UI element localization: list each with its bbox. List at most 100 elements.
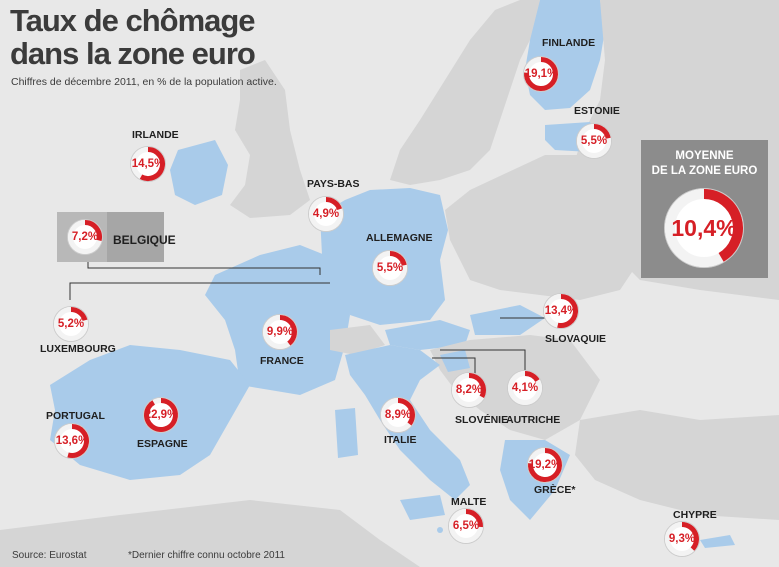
country-label-autriche: AUTRICHE <box>506 414 561 426</box>
dial-graphic <box>372 250 408 286</box>
dial-graphic <box>664 188 744 268</box>
dial-graphic <box>576 123 612 159</box>
dial-graphic <box>308 196 344 232</box>
turkey-land <box>575 410 779 520</box>
switzerland-shape <box>330 325 385 355</box>
central-east-land <box>445 155 640 300</box>
dial-value-arc <box>465 509 483 528</box>
dial-value-arc <box>70 307 88 322</box>
scandinavia-land <box>390 0 540 185</box>
average-title: MOYENNE DE LA ZONE EURO <box>641 149 768 179</box>
uk-shape <box>230 60 310 218</box>
unemployment-value: 5,5% <box>580 135 608 147</box>
unemployment-dial-autriche: 4,1% <box>507 370 543 406</box>
country-label-belgique: BELGIQUE <box>113 233 176 247</box>
dial-value-arc <box>524 57 558 91</box>
unemployment-value: 19,2% <box>528 459 562 471</box>
austria-shape <box>385 320 470 350</box>
country-label-portugal: PORTUGAL <box>46 410 105 422</box>
dial-graphic <box>67 219 103 255</box>
unemployment-dial-slovenie: 8,2% <box>451 372 487 408</box>
unemployment-value: 7,2% <box>71 231 99 243</box>
country-label-estonie: ESTONIE <box>574 105 620 117</box>
country-label-pays-bas: PAYS-BAS <box>307 178 360 190</box>
average-title-line-1: MOYENNE <box>675 150 734 162</box>
unemployment-value: 8,2% <box>455 384 483 396</box>
country-label-malte: MALTE <box>451 496 487 508</box>
source-note: Source: Eurostat <box>12 550 87 561</box>
unemployment-value: 13,6% <box>55 435 89 447</box>
dial-value-arc <box>557 294 578 328</box>
average-dial: 10,4% <box>664 188 744 268</box>
malta-shape <box>437 527 443 533</box>
average-value: 10,4% <box>671 215 737 241</box>
unemployment-value: 13,4% <box>544 305 578 317</box>
sardinia-shape <box>335 408 358 458</box>
north-africa-land <box>0 500 420 567</box>
ireland-shape <box>170 140 228 205</box>
unemployment-dial-slovaquie: 13,4% <box>543 293 579 329</box>
country-label-allemagne: ALLEMAGNE <box>366 232 433 244</box>
unemployment-dial-irlande: 14,5% <box>130 146 166 182</box>
dial-value-arc <box>67 424 89 458</box>
unemployment-value: 5,5% <box>376 262 404 274</box>
country-label-slovaquie: SLOVAQUIE <box>545 333 607 345</box>
cyprus-shape <box>700 535 735 548</box>
dial-graphic <box>507 370 543 406</box>
unemployment-dial-estonie: 5,5% <box>576 123 612 159</box>
unemployment-value: 19,1% <box>524 68 558 80</box>
dial-graphic <box>543 293 579 329</box>
footnote: *Dernier chiffre connu octobre 2011 <box>128 550 285 561</box>
title-line-1: Taux de chômage <box>10 3 256 38</box>
dial-graphic <box>523 56 559 92</box>
slovenia-shape <box>440 350 470 372</box>
dial-graphic <box>53 306 89 342</box>
dial-value-arc <box>681 522 699 551</box>
dial-value-arc <box>524 371 540 383</box>
unemployment-value: 4,1% <box>511 382 539 394</box>
dial-value-arc <box>144 398 178 432</box>
subtitle: Chiffres de décembre 2011, en % de la po… <box>11 76 277 88</box>
dial-value-arc <box>703 189 743 262</box>
unemployment-value: 9,3% <box>668 533 696 545</box>
dial-value-arc <box>325 197 343 211</box>
title-line-2: dans la zone euro <box>10 36 256 71</box>
sicily-shape <box>400 495 445 520</box>
unemployment-dial-grece: 19,2% <box>527 447 563 483</box>
dial-value-arc <box>139 147 165 181</box>
unemployment-dial-portugal: 13,6% <box>54 423 90 459</box>
slovakia-shape <box>470 305 545 335</box>
country-label-grece: GRÈCE* <box>534 484 576 496</box>
country-label-luxembourg: LUXEMBOURG <box>40 343 116 355</box>
dial-graphic <box>448 508 484 544</box>
unemployment-dial-malte: 6,5% <box>448 508 484 544</box>
unemployment-dial-pays-bas: 4,9% <box>308 196 344 232</box>
dial-graphic <box>451 372 487 408</box>
luxembourg-leader-line <box>69 282 330 300</box>
country-label-espagne: ESPAGNE <box>137 438 188 450</box>
unemployment-value: 9,9% <box>266 326 294 338</box>
unemployment-dial-chypre: 9,3% <box>664 521 700 557</box>
dial-graphic <box>527 447 563 483</box>
dial-graphic <box>130 146 166 182</box>
unemployment-value: 8,9% <box>384 409 412 421</box>
unemployment-dial-espagne: 22,9% <box>143 397 179 433</box>
unemployment-value: 4,9% <box>312 208 340 220</box>
unemployment-dial-luxembourg: 5,2% <box>53 306 89 342</box>
unemployment-value: 22,9% <box>144 409 178 421</box>
slovenia-leader-line <box>432 357 476 375</box>
dial-graphic <box>262 314 298 350</box>
dial-graphic <box>143 397 179 433</box>
country-label-irlande: IRLANDE <box>132 129 179 141</box>
page-title: Taux de chômage dans la zone euro <box>10 3 256 71</box>
country-label-france: FRANCE <box>260 355 304 367</box>
dial-graphic <box>380 397 416 433</box>
unemployment-dial-allemagne: 5,5% <box>372 250 408 286</box>
dial-value-arc <box>397 398 415 426</box>
unemployment-dial-france: 9,9% <box>262 314 298 350</box>
unemployment-dial-belgique: 7,2% <box>67 219 103 255</box>
dial-graphic <box>664 521 700 557</box>
country-label-finlande: FINLANDE <box>542 37 596 49</box>
unemployment-dial-finlande: 19,1% <box>523 56 559 92</box>
